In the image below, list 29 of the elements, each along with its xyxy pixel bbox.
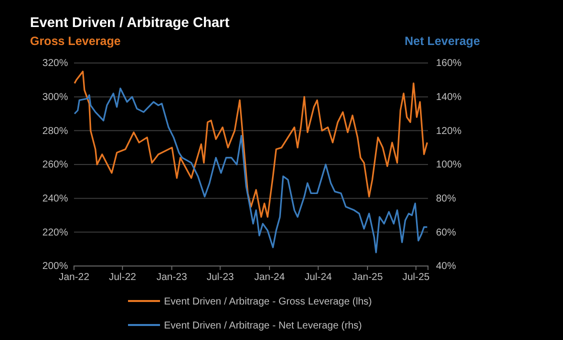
y-tick-label: 220% (42, 227, 68, 238)
legend-label: Event Driven / Arbitrage - Gross Leverage (lhs) (164, 296, 372, 308)
y-axis-title: Gross Leverage (30, 34, 122, 48)
x-tick-label: Jul-23 (206, 272, 234, 284)
x-tick-label: Jan-23 (156, 272, 188, 284)
y-tick-label: 300% (42, 92, 68, 104)
y2-axis-title: Net Leverage (404, 34, 480, 48)
x-tick-label: Jan-22 (58, 272, 90, 284)
x-tick-label: Jul-24 (304, 272, 332, 284)
x-tick-label: Jan-25 (352, 272, 384, 284)
y2-tick-label: 60% (436, 227, 456, 238)
line-series (74, 70, 428, 218)
y2-tick-label: 160% (436, 58, 462, 70)
y-tick-label: 320% (42, 58, 68, 70)
legend-label: Event Driven / Arbitrage - Net Leverage (rhs) (164, 320, 362, 332)
x-tick-label: Jan-24 (254, 272, 286, 284)
y2-tick-label: 40% (436, 261, 456, 272)
y-tick-label: 260% (42, 160, 68, 171)
y2-tick-label: 80% (436, 194, 456, 205)
y2-tick-label: 140% (436, 92, 462, 104)
y2-tick-label: 120% (436, 126, 462, 137)
line-series (74, 88, 428, 254)
x-tick-label: Jul-22 (108, 272, 137, 284)
x-tick-label: Jul-25 (402, 272, 430, 284)
chart-title: Event Driven / Arbitrage Chart (30, 14, 230, 30)
y-tick-label: 280% (42, 126, 68, 137)
y-tick-label: 200% (42, 261, 68, 272)
y-tick-label: 240% (42, 194, 68, 205)
y2-tick-label: 100% (436, 160, 462, 171)
